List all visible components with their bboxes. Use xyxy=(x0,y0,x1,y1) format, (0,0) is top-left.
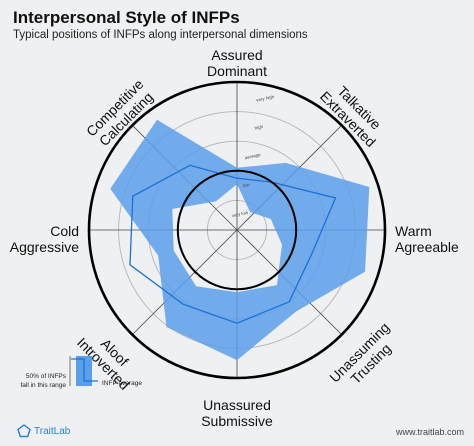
axis-label-line: Submissive xyxy=(201,413,273,429)
chart-subtitle: Typical positions of INFPs along interpe… xyxy=(13,29,308,41)
legend: 50% of INFPs fall in this range INFP ave… xyxy=(20,356,142,389)
ring-label: average xyxy=(244,152,261,160)
footer-brand: TraitLab xyxy=(34,426,71,437)
legend-average-swatch xyxy=(71,358,98,382)
chart-title: Interpersonal Style of INFPs xyxy=(13,8,240,27)
ring-labels: very low low average high very high xyxy=(231,94,275,218)
axis-label-line: Unassured xyxy=(203,397,271,413)
radar-outer-ring xyxy=(87,80,387,380)
axis-label-line: Agreeable xyxy=(395,239,459,255)
axis-label-line: Dominant xyxy=(207,63,267,79)
ring-label: very low xyxy=(231,210,249,218)
range-band xyxy=(110,119,370,361)
traitlab-logo-icon xyxy=(17,424,31,438)
axis-label-line: Assured xyxy=(211,47,262,63)
ring-label: high xyxy=(254,124,264,131)
ring-label: very high xyxy=(256,94,275,103)
axis-label-line: Warm xyxy=(395,223,432,239)
ring-label: low xyxy=(242,182,250,188)
axis-label-line: Cold xyxy=(50,223,79,239)
footer-url[interactable]: www.traitlab.com xyxy=(395,427,464,437)
average-line xyxy=(129,164,337,324)
radar-ring-mid xyxy=(176,169,298,291)
radar-average-ring xyxy=(176,169,298,291)
axis-label-line: Aggressive xyxy=(10,239,79,255)
legend-range-label-2: fall in this range xyxy=(20,382,66,389)
legend-range-label: 50% of INFPs xyxy=(26,373,67,380)
legend-average-label: INFP average xyxy=(102,380,142,387)
